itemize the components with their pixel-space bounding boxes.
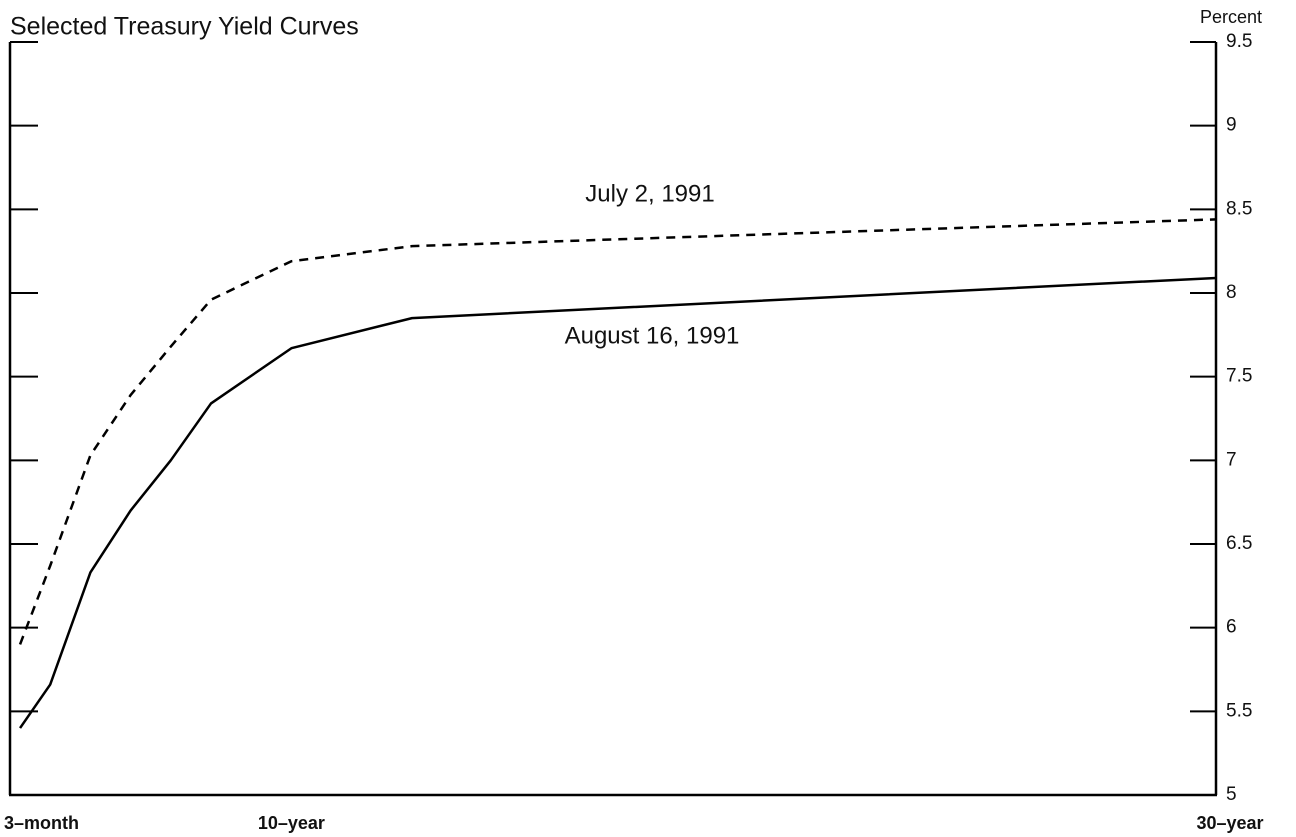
- y-tick-label: 7: [1226, 449, 1237, 470]
- y-tick-label: 9: [1226, 115, 1237, 136]
- y-axis-label: Percent: [1200, 7, 1262, 27]
- x-tick-label: 30–year: [1196, 813, 1263, 833]
- y-tick-label: 9.5: [1226, 31, 1252, 52]
- y-tick-label: 7.5: [1226, 366, 1252, 387]
- y-tick-label: 8: [1226, 282, 1237, 303]
- y-tick-label: 5: [1226, 784, 1237, 805]
- series-label: August 16, 1991: [565, 322, 740, 349]
- y-tick-label: 5.5: [1226, 700, 1252, 721]
- series-line: [19, 276, 1217, 729]
- x-tick-label: 10–year: [258, 813, 325, 833]
- y-tick-label: 6: [1226, 617, 1237, 638]
- y-tick-label: 8.5: [1226, 198, 1252, 219]
- series-line: [18, 218, 1217, 645]
- chart-title: Selected Treasury Yield Curves: [10, 13, 359, 41]
- y-tick-label: 6.5: [1226, 533, 1252, 554]
- series-label: July 2, 1991: [585, 180, 714, 207]
- x-tick-label: 3–month: [4, 813, 79, 833]
